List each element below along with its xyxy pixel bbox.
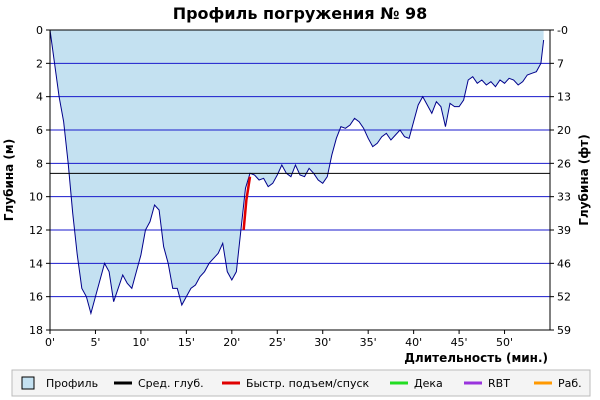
legend-label-2: Быстр. подъем/спуск [246, 377, 370, 390]
y-left-tick-label-2: 4 [36, 91, 43, 104]
y-right-tick-label-6: 39 [557, 224, 571, 237]
y-left-tick-label-0: 0 [36, 24, 43, 37]
y-left-tick-label-4: 8 [36, 157, 43, 170]
x-tick-label-9: 45' [451, 336, 468, 349]
x-tick-label-0: 0' [45, 336, 55, 349]
legend-label-1: Сред. глуб. [138, 377, 204, 390]
y-left-tick-label-7: 14 [29, 257, 43, 270]
x-tick-label-6: 30' [314, 336, 331, 349]
legend-label-5: Раб. [558, 377, 582, 390]
profile-line [49, 29, 545, 316]
y-right-tick-label-8: 52 [557, 291, 571, 304]
x-axis-title: Длительность (мин.) [404, 351, 548, 365]
x-tick-label-4: 20' [223, 336, 240, 349]
plot-frame [49, 29, 551, 331]
y-left-tick-label-1: 2 [36, 57, 43, 70]
y-left-tick-label-8: 16 [29, 291, 43, 304]
y-right-tick-label-2: 13 [557, 91, 571, 104]
legend-label-3: Дека [414, 377, 443, 390]
x-tick-label-10: 50' [496, 336, 513, 349]
y-right-tick-label-7: 46 [557, 257, 571, 270]
plot-area: 0' 5' 10' 15' 20' 25' 30' 35' 40' 45' 50'024681012… [29, 24, 571, 349]
y-right-tick-label-4: 26 [557, 157, 571, 170]
fast-ascent-segment [242, 176, 252, 231]
legend-swatch-0 [21, 376, 35, 390]
y-axis-title-left: Глубина (м) [2, 139, 16, 221]
legend-label-4: RBT [488, 377, 510, 390]
y-right-tick-label-3: 20 [557, 124, 571, 137]
y-left-tick-label-9: 18 [29, 324, 43, 337]
x-tick-label-3: 15' [178, 336, 195, 349]
legend-label-0: Профиль [46, 377, 98, 390]
x-tick-label-5: 25' [269, 336, 286, 349]
y-right-tick-label-9: 59 [557, 324, 571, 337]
y-right-tick-label-1: 7 [557, 57, 564, 70]
y-right-tick-label-5: 33 [557, 191, 571, 204]
y-left-tick-label-3: 6 [36, 124, 43, 137]
x-tick-label-7: 35' [360, 336, 377, 349]
y-left-tick-label-6: 12 [29, 224, 43, 237]
legend-frame [11, 369, 591, 397]
y-right-tick-label-0: -0 [557, 24, 568, 37]
chart-title: Профиль погружения № 98 [173, 4, 428, 23]
x-tick-label-1: 5' [90, 336, 100, 349]
chart-legend: Профиль Сред. глуб. Быстр. подъем/спуск Дек… [11, 369, 591, 397]
y-axis-title-right: Глубина (фт) [577, 134, 591, 225]
y-left-tick-label-5: 10 [29, 191, 43, 204]
x-tick-label-2: 10' [132, 336, 149, 349]
x-tick-label-8: 40' [405, 336, 422, 349]
